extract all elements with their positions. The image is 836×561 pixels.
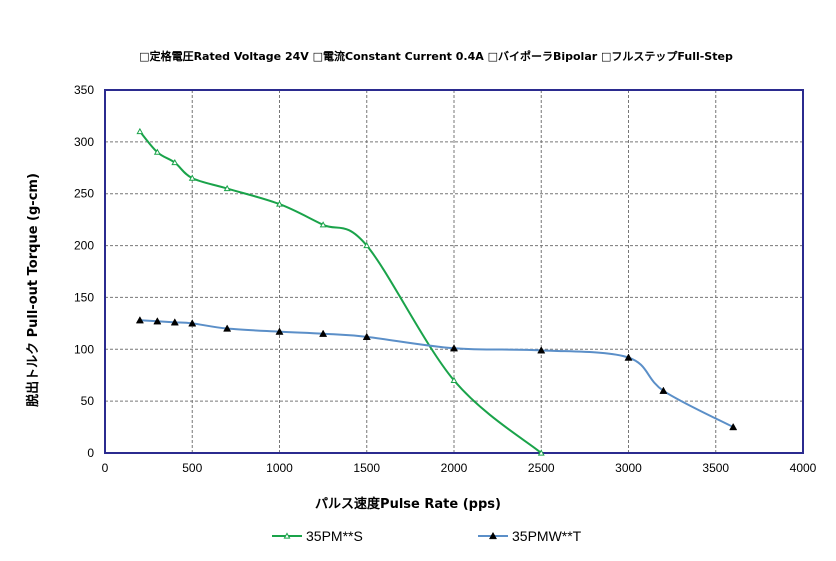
data-point bbox=[223, 324, 232, 332]
data-point bbox=[153, 317, 162, 325]
grid bbox=[105, 90, 803, 453]
data-point bbox=[188, 174, 196, 181]
x-tick-label: 2000 bbox=[441, 461, 468, 475]
y-tick-label: 200 bbox=[74, 239, 94, 253]
data-point bbox=[223, 184, 231, 192]
data-point bbox=[276, 200, 283, 207]
series-layer bbox=[135, 127, 738, 456]
data-point bbox=[362, 332, 371, 340]
x-tick-label: 1500 bbox=[353, 461, 380, 475]
data-point bbox=[624, 353, 633, 361]
x-tick-label: 500 bbox=[182, 461, 202, 475]
y-axis: 0 50 100 150 200 250 300 350 bbox=[74, 83, 94, 460]
x-tick-label: 2500 bbox=[528, 461, 555, 475]
data-point bbox=[319, 329, 328, 337]
data-point bbox=[153, 148, 161, 155]
data-point bbox=[729, 422, 738, 431]
plot-area bbox=[104, 89, 804, 454]
data-point bbox=[136, 127, 144, 135]
y-axis-title: 脱出トルク Pull-out Torque (g-cm) bbox=[25, 173, 41, 407]
y-tick-label: 50 bbox=[81, 394, 95, 408]
y-tick-label: 300 bbox=[74, 135, 94, 149]
legend-marker bbox=[488, 531, 498, 540]
chart-title: □定格電圧Rated Voltage 24V □電流Constant Curre… bbox=[139, 49, 733, 63]
data-point bbox=[275, 327, 284, 335]
series-line bbox=[139, 130, 542, 454]
x-tick-label: 0 bbox=[102, 461, 109, 475]
x-axis-title: パルス速度Pulse Rate (pps) bbox=[315, 496, 501, 512]
x-tick-label: 4000 bbox=[790, 461, 817, 475]
data-point bbox=[450, 376, 458, 383]
y-tick-label: 100 bbox=[74, 342, 94, 356]
data-point bbox=[170, 318, 179, 326]
series-line bbox=[139, 319, 734, 428]
x-tick-label: 3000 bbox=[615, 461, 642, 475]
data-point bbox=[363, 241, 371, 249]
legend-marker bbox=[283, 532, 291, 539]
x-axis: 0 500 1000 1500 2000 2500 3000 3500 4000 bbox=[102, 461, 817, 475]
legend-label: 35PM**S bbox=[306, 528, 363, 544]
data-point bbox=[319, 221, 327, 228]
y-tick-label: 250 bbox=[74, 187, 94, 201]
x-tick-label: 1000 bbox=[266, 461, 293, 475]
legend-label: 35PMW**T bbox=[512, 528, 582, 544]
y-tick-label: 350 bbox=[74, 83, 94, 97]
data-point bbox=[171, 158, 179, 166]
data-point bbox=[449, 344, 459, 352]
data-point bbox=[537, 346, 546, 354]
data-point bbox=[135, 316, 144, 324]
x-tick-label: 3500 bbox=[702, 461, 729, 475]
y-tick-label: 150 bbox=[74, 290, 94, 304]
y-tick-label: 0 bbox=[87, 446, 94, 460]
data-point bbox=[659, 386, 668, 394]
data-point bbox=[188, 319, 197, 327]
legend: 35PM**S 35PMW**T bbox=[272, 528, 582, 544]
data-point bbox=[537, 449, 545, 456]
